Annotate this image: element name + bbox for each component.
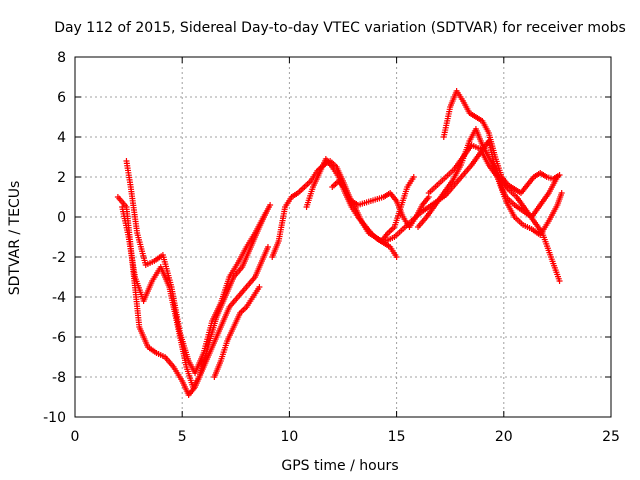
series-track-6 (303, 156, 400, 260)
y-tick-label: 0 (57, 210, 66, 226)
grid (75, 57, 611, 417)
y-tick-label: 6 (57, 90, 66, 106)
y-tick-label: 4 (57, 130, 66, 146)
data-point (256, 284, 263, 290)
y-tick-label: 8 (57, 50, 66, 66)
series-track-4 (211, 284, 263, 380)
series-track-10 (440, 88, 563, 196)
x-axis-label: GPS time / hours (281, 458, 398, 474)
x-tick-label: 20 (495, 429, 513, 445)
chart-title: Day 112 of 2015, Sidereal Day-to-day VTE… (54, 20, 626, 36)
data-point (393, 254, 400, 260)
plot-frame (74, 56, 612, 418)
data-point (267, 202, 274, 208)
data-point (558, 190, 565, 196)
x-tick-label: 15 (388, 429, 406, 445)
series-track-5 (269, 158, 417, 260)
y-tick-label: -8 (52, 370, 66, 386)
data-point (264, 244, 271, 250)
data-point (556, 278, 563, 284)
x-tick-label: 25 (602, 429, 620, 445)
y-axis-label: SDTVAR / TECUs (7, 181, 23, 296)
data-points (114, 88, 565, 398)
series-track-3 (123, 158, 274, 376)
y-tick-label: -2 (52, 250, 66, 266)
x-tick-label: 5 (178, 429, 187, 445)
data-point (410, 174, 417, 180)
x-tick-label: 10 (280, 429, 298, 445)
data-point (554, 174, 561, 180)
y-tick-label: -4 (52, 290, 66, 306)
y-tick-label: -10 (43, 410, 66, 426)
x-tick-label: 0 (71, 429, 80, 445)
y-tick-label: 2 (57, 170, 66, 186)
series-track-7 (329, 178, 432, 230)
series-track-11 (425, 142, 561, 220)
y-tick-label: -6 (52, 330, 66, 346)
